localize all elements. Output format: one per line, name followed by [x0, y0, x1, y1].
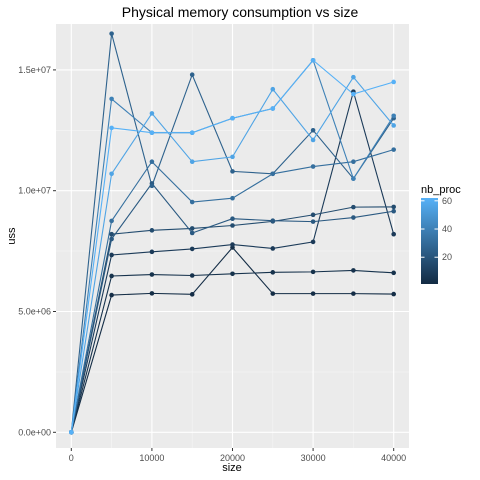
data-point	[149, 291, 155, 296]
data-point	[351, 268, 356, 273]
data-point	[109, 171, 114, 177]
data-point	[189, 130, 195, 136]
data-point	[230, 195, 235, 201]
legend-break-label: 60	[442, 196, 452, 206]
data-point	[310, 57, 316, 63]
data-point	[310, 291, 316, 296]
chart-title: Physical memory consumption vs size	[122, 4, 359, 20]
x-tick-label: 40000	[381, 453, 406, 463]
data-point	[149, 111, 155, 116]
data-point	[310, 137, 316, 143]
y-tick-label: 1.5e+07	[18, 65, 51, 75]
data-point	[230, 242, 235, 247]
data-point	[351, 215, 356, 220]
x-tick-label: 10000	[139, 453, 164, 463]
data-point	[189, 230, 195, 236]
data-point	[109, 218, 114, 224]
data-point	[270, 291, 276, 296]
legend-break-label: 20	[442, 252, 452, 262]
data-point	[351, 176, 356, 181]
x-tick-label: 0	[69, 453, 74, 463]
y-tick-label: 5.0e+06	[18, 306, 51, 316]
data-point	[351, 291, 356, 296]
data-point	[189, 72, 195, 78]
data-point	[391, 208, 396, 214]
data-point	[149, 159, 155, 165]
data-point	[230, 271, 235, 277]
data-point	[270, 171, 276, 177]
data-point	[270, 246, 276, 251]
grid	[56, 24, 409, 448]
data-point	[149, 228, 155, 233]
data-point	[189, 273, 195, 278]
data-point	[149, 130, 155, 136]
legend-title: nb_proc	[421, 184, 461, 196]
data-point	[391, 147, 396, 152]
data-point	[149, 272, 155, 277]
data-point	[189, 246, 195, 252]
data-point	[310, 164, 316, 169]
data-point	[109, 231, 114, 237]
data-point	[230, 115, 235, 121]
x-tick-label: 20000	[220, 453, 245, 463]
data-point	[310, 128, 316, 133]
data-point	[149, 249, 155, 255]
data-point	[109, 252, 114, 258]
y-axis: 0.0e+00 5.0e+06 1.0e+07 1.5e+07	[18, 65, 56, 437]
data-point	[230, 169, 235, 174]
x-tick-label: 30000	[301, 453, 326, 463]
data-point	[391, 270, 396, 276]
data-point	[230, 223, 235, 228]
data-point	[189, 292, 195, 297]
y-tick-label: 0.0e+00	[18, 427, 51, 437]
data-point	[189, 159, 195, 165]
data-point	[69, 429, 74, 435]
data-point	[270, 86, 276, 92]
legend-ticks: 20 40 60	[421, 196, 452, 262]
data-point	[109, 125, 114, 131]
data-point	[189, 199, 195, 205]
data-point	[189, 226, 195, 231]
legend-break-label: 40	[442, 224, 452, 234]
data-point	[109, 273, 114, 279]
x-axis: 0 10000 20000 30000 40000	[69, 448, 406, 463]
x-axis-title: size	[222, 462, 242, 474]
data-point	[109, 292, 114, 298]
data-point	[310, 239, 316, 245]
data-point	[310, 219, 316, 224]
data-point	[351, 91, 356, 97]
data-point	[391, 231, 396, 237]
data-point	[109, 31, 114, 36]
data-point	[310, 212, 316, 218]
y-tick-label: 1.0e+07	[18, 186, 51, 196]
data-point	[351, 204, 356, 210]
data-point	[391, 123, 396, 128]
points-group	[69, 31, 396, 435]
legend-colorbar	[421, 198, 438, 284]
data-point	[351, 74, 356, 80]
legend: nb_proc 20 40 60	[421, 184, 461, 284]
data-point	[109, 236, 114, 242]
data-point	[270, 218, 276, 223]
data-point	[391, 79, 396, 85]
data-point	[149, 183, 155, 189]
data-point	[230, 216, 235, 222]
data-point	[391, 113, 396, 119]
data-point	[391, 291, 396, 297]
data-point	[391, 204, 396, 210]
data-point	[310, 269, 316, 275]
data-point	[230, 154, 235, 160]
data-point	[270, 270, 276, 275]
data-point	[270, 106, 276, 111]
data-point	[109, 96, 114, 102]
data-point	[351, 159, 356, 165]
y-axis-title: uss	[6, 227, 18, 245]
